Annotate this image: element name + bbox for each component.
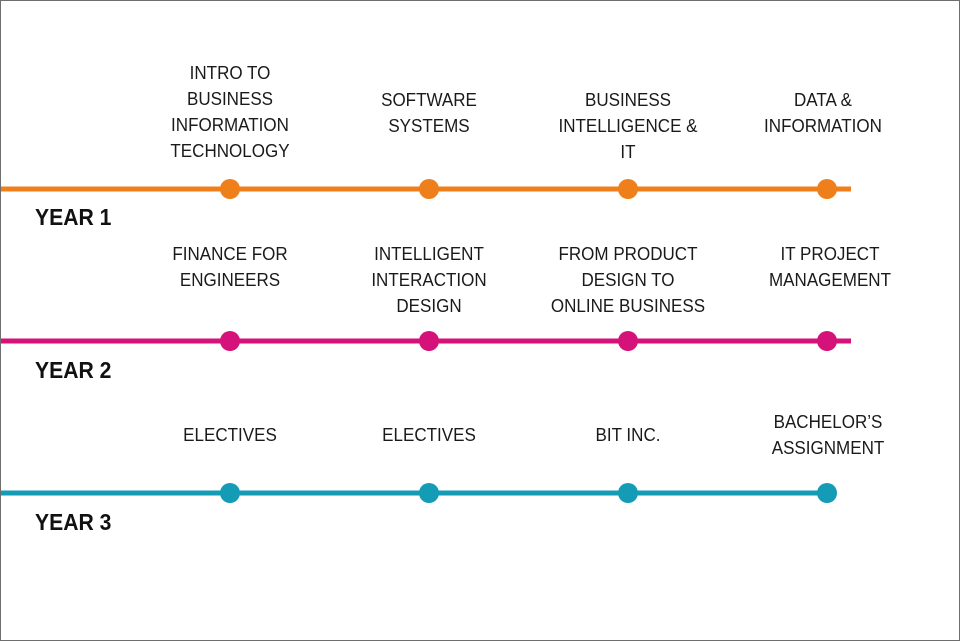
year-2-course-2-node [419, 331, 439, 351]
year-3-course-3-node [618, 483, 638, 503]
year-2-course-2-label: INTELLIGENT INTERACTION DESIGN [371, 243, 487, 316]
year-1-course-1-node [220, 179, 240, 199]
year-3-course-2-label: ELECTIVES [382, 424, 476, 445]
year-3-course-1-node [220, 483, 240, 503]
year-1-course-4-label: DATA & INFORMATION [764, 89, 882, 136]
year-3-course-3-label: BIT INC. [595, 424, 661, 445]
year-3-course-4-label: BACHELOR’S ASSIGNMENT [771, 411, 885, 458]
year-3-course-2-node [419, 483, 439, 503]
year-1-label: YEAR 1 [35, 204, 112, 230]
year-2-course-3-node [618, 331, 638, 351]
year-1-course-2-label: SOFTWARE SYSTEMS [381, 89, 477, 136]
year-3-course-4-node [817, 483, 837, 503]
year-1-course-3-label: BUSINESS INTELLIGENCE & IT [558, 89, 698, 162]
year-1-course-2-node [419, 179, 439, 199]
year-2-course-1-node [220, 331, 240, 351]
year-1-course-4-node [817, 179, 837, 199]
year-2-label: YEAR 2 [35, 357, 112, 383]
year-2-course-3-label: FROM PRODUCT DESIGN TO ONLINE BUSINESS [550, 243, 706, 316]
year-1-course-3-node [618, 179, 638, 199]
year-2-course-4-node [817, 331, 837, 351]
year-3-course-1-label: ELECTIVES [183, 424, 277, 445]
year-2-course-1-label: FINANCE FOR ENGINEERS [172, 243, 288, 290]
year-3-label: YEAR 3 [35, 509, 112, 535]
year-2-course-4-label: IT PROJECT MANAGEMENT [769, 243, 891, 290]
year-1-course-1-label: INTRO TO BUSINESS INFORMATION TECHNOLOGY [170, 62, 290, 161]
